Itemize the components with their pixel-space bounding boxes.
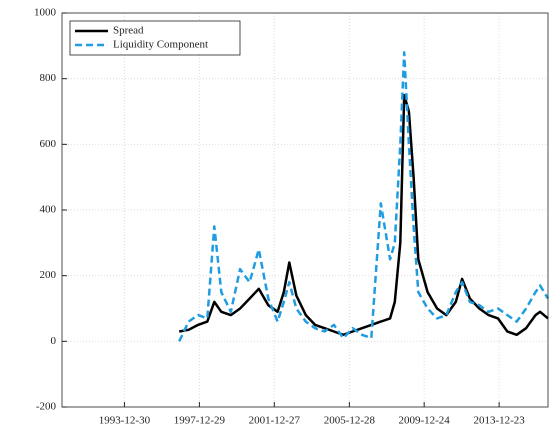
x-tick-label: 1997-12-29 xyxy=(174,415,226,427)
y-tick-label: -200 xyxy=(36,401,57,413)
y-tick-label: 600 xyxy=(40,138,57,150)
x-tick-label: 2009-12-24 xyxy=(398,415,450,427)
y-tick-label: 800 xyxy=(40,72,57,84)
y-tick-label: 1000 xyxy=(34,7,57,19)
legend-label: Spread xyxy=(113,25,144,37)
y-tick-label: 400 xyxy=(40,204,57,216)
x-tick-label: 1993-12-30 xyxy=(99,415,151,427)
legend-box xyxy=(69,20,241,56)
x-tick-label: 2001-12-27 xyxy=(249,415,301,427)
series-line xyxy=(178,93,549,337)
x-tick-label: 2005-12-28 xyxy=(324,415,376,427)
legend-label: Liquidity Component xyxy=(113,39,208,51)
plot-frame xyxy=(61,12,549,408)
y-tick-label: 0 xyxy=(51,335,57,347)
y-tick-label: 200 xyxy=(40,269,57,281)
series-line xyxy=(178,51,550,342)
x-tick-label: 2013-12-23 xyxy=(473,415,525,427)
